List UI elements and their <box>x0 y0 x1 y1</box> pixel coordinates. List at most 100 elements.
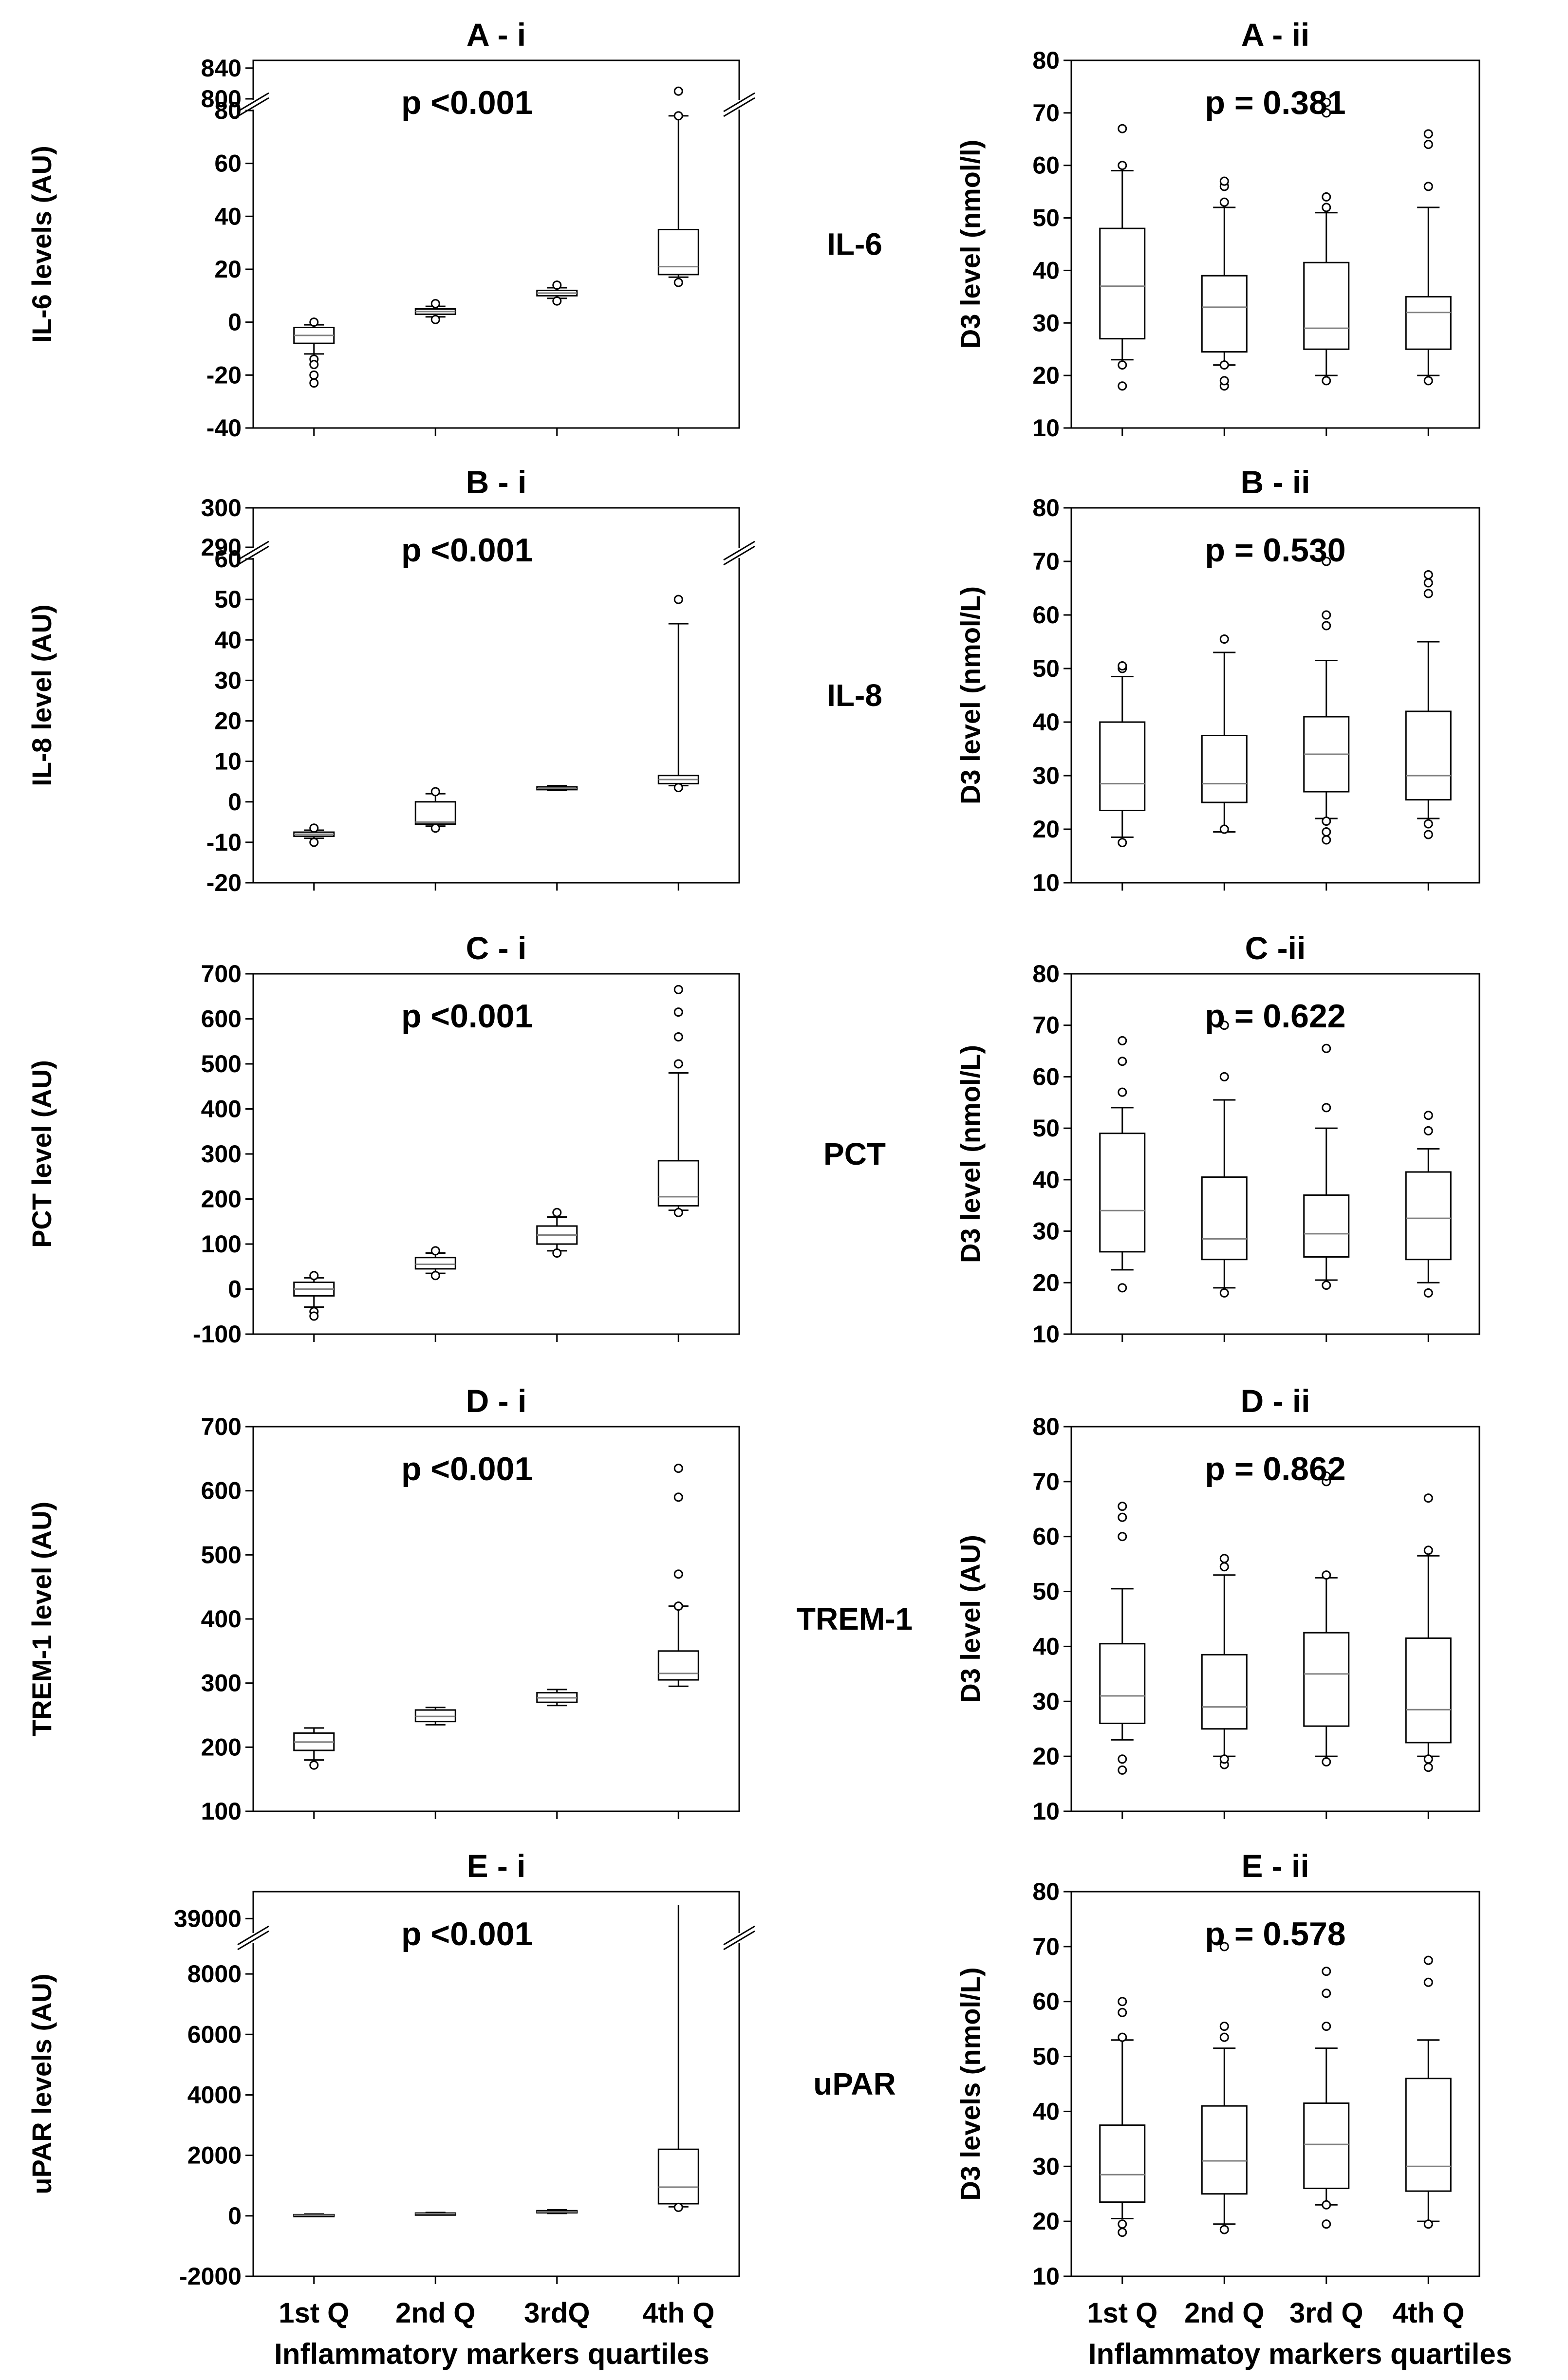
box-iqr <box>1099 227 1146 340</box>
y-tick-label: 60 <box>1032 1523 1060 1550</box>
box-3 <box>536 1208 578 1258</box>
y-tick-label: 200 <box>201 1186 242 1213</box>
box-iqr <box>1201 735 1248 803</box>
y-tick-label: 10 <box>1032 2263 1060 2290</box>
axis-break-gap-left <box>250 548 256 558</box>
outlier-point <box>1118 1754 1127 1764</box>
outlier-point <box>1219 1942 1229 1952</box>
outlier-point <box>673 1492 683 1502</box>
box-1 <box>1099 1502 1146 1775</box>
y-tick-label: 20 <box>1032 362 1060 389</box>
p-value: p <0.001 <box>401 1450 533 1488</box>
outlier-point <box>1118 360 1127 370</box>
outlier-point <box>1423 1955 1433 1965</box>
outlier-point <box>673 278 683 287</box>
outlier-point <box>1118 381 1127 391</box>
outlier-point <box>673 595 683 604</box>
outlier-point <box>552 280 562 290</box>
panel-title: C -ii <box>1245 930 1306 966</box>
y-tick-label: 20 <box>1032 816 1060 843</box>
y-tick-label: 100 <box>201 1798 242 1825</box>
plot-frame <box>252 507 740 884</box>
y-tick-label: 40 <box>1032 1166 1060 1193</box>
box-iqr <box>1405 1637 1452 1744</box>
box-iqr <box>1405 296 1452 350</box>
outlier-point <box>1322 610 1331 620</box>
y-tick-label: 4000 <box>187 2081 242 2108</box>
y-tick-label: 50 <box>1032 2043 1060 2070</box>
box-iqr <box>1099 1643 1146 1724</box>
outlier-point <box>1219 197 1229 207</box>
outlier-point <box>1219 1562 1229 1572</box>
box-1 <box>1099 1036 1146 1293</box>
y-tick-label: 20 <box>214 256 242 283</box>
box-iqr <box>1405 710 1452 800</box>
box-3 <box>536 280 578 306</box>
outlier-point <box>1219 1554 1229 1563</box>
box-3 <box>536 785 578 791</box>
y-axis-label: D3 level (AU) <box>955 1535 986 1703</box>
axis-break-mark-left <box>237 1925 269 1946</box>
box-3 <box>1303 557 1350 845</box>
outlier-point <box>552 296 562 306</box>
row-label: uPAR <box>813 2066 896 2101</box>
y-tick-label: 80 <box>1032 47 1060 74</box>
outlier-point <box>673 783 683 793</box>
box-iqr <box>1201 1176 1248 1261</box>
y-tick-label: 6000 <box>187 2021 242 2048</box>
y-tick-label: 60 <box>214 545 242 573</box>
outlier-point <box>1219 824 1229 834</box>
y-tick-label: 50 <box>1032 205 1060 232</box>
axis-break-gap-left <box>250 100 256 110</box>
outlier-point <box>1118 1512 1127 1522</box>
y-tick-label: 700 <box>201 1413 242 1440</box>
y-tick-label: 0 <box>228 788 242 816</box>
y-tick-label: 30 <box>1032 309 1060 336</box>
outlier-point <box>1219 1754 1229 1764</box>
plot-frame <box>1070 1891 1480 2277</box>
row-label: TREM-1 <box>797 1601 913 1636</box>
axis-break-mark-right <box>723 1930 755 1951</box>
y-tick-label: 300 <box>201 494 242 521</box>
y-tick-label: 80 <box>214 97 242 124</box>
axis-break-mark-left <box>237 97 269 117</box>
panel-d-i: 100 200 300 400 500 600 700 D - i p <0.001 TREM-1… <box>26 1383 740 1825</box>
y-tick-label: 10 <box>1032 869 1060 896</box>
outlier-point <box>1118 661 1127 670</box>
y-axis-label: IL-8 level (AU) <box>26 604 57 786</box>
axis-break-mark-right <box>723 92 755 112</box>
outlier-point <box>1118 2228 1127 2237</box>
panel-title: C - i <box>466 930 527 966</box>
outlier-point <box>1118 1532 1127 1542</box>
outlier-point <box>430 299 440 309</box>
panel-a-ii: 10 20 30 40 50 60 70 80 A - ii p = 0.381 D3 level … <box>827 17 1480 442</box>
outlier-point <box>1423 129 1433 139</box>
box-1 <box>293 317 335 388</box>
box-4 <box>657 1905 699 2212</box>
x-category-label: 3rd Q <box>1289 2297 1363 2329</box>
box-2 <box>414 2212 456 2216</box>
outlier-point <box>1423 1763 1433 1772</box>
y-tick-label: 40 <box>214 203 242 230</box>
panel-title: E - ii <box>1241 1848 1309 1884</box>
panel-c-i: -100 0 100 200 300 400 500 600 700 C - i p <0.001 P… <box>26 930 740 1348</box>
box-iqr <box>657 1160 699 1207</box>
box-iqr <box>1201 275 1248 353</box>
box-2 <box>1201 1942 1248 2234</box>
outlier-point <box>1423 182 1433 191</box>
y-tick-label: -20 <box>206 361 242 389</box>
axis-break-mark-right <box>723 1925 755 1946</box>
y-tick-label: -100 <box>193 1320 242 1348</box>
box-iqr <box>1303 2102 1350 2189</box>
outlier-point <box>1219 2225 1229 2234</box>
y-axis-label: PCT level (AU) <box>26 1060 57 1248</box>
y-tick-label: 10 <box>1032 414 1060 442</box>
x-category-label: 4th Q <box>1392 2297 1464 2329</box>
outlier-point <box>1322 192 1331 202</box>
outlier-point <box>1423 1977 1433 1987</box>
p-value: p = 0.622 <box>1205 998 1345 1035</box>
box-2 <box>1201 634 1248 834</box>
outlier-point <box>309 1760 319 1770</box>
y-tick-label: 80 <box>1032 1413 1060 1440</box>
outlier-point <box>1118 1997 1127 2007</box>
